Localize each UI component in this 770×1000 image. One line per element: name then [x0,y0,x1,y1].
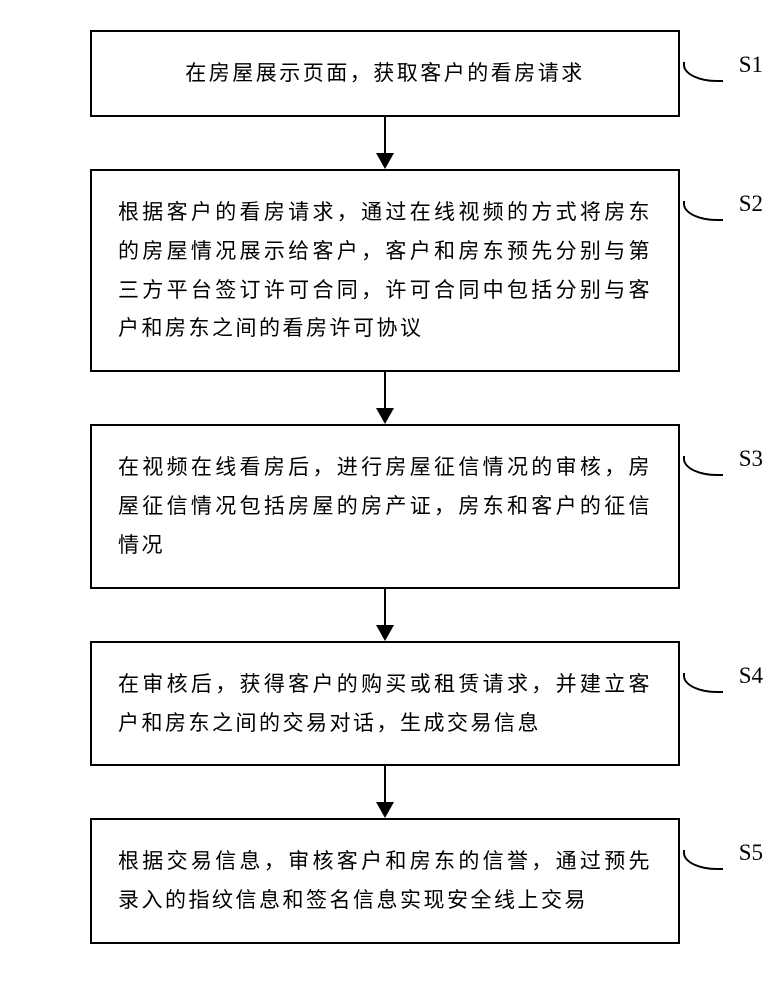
step-label: S3 [739,446,763,472]
step-label: S5 [739,840,763,866]
step-text: 在房屋展示页面，获取客户的看房请求 [185,54,585,93]
step-text: 在审核后，获得客户的购买或租赁请求，并建立客户和房东之间的交易对话，生成交易信息 [118,665,652,743]
step-text: 根据客户的看房请求，通过在线视频的方式将房东的房屋情况展示给客户，客户和房东预先… [118,193,652,348]
label-connector [683,62,723,82]
label-connector [683,673,723,693]
step-box-s5: 根据交易信息，审核客户和房东的信誉，通过预先录入的指纹信息和签名信息实现安全线上… [90,818,680,944]
step-box-s2: 根据客户的看房请求，通过在线视频的方式将房东的房屋情况展示给客户，客户和房东预先… [90,169,680,372]
step-label: S4 [739,663,763,689]
label-connector [683,456,723,476]
arrow-head-icon [376,802,394,818]
arrow [90,372,680,424]
flowchart: 在房屋展示页面，获取客户的看房请求 S1 根据客户的看房请求，通过在线视频的方式… [0,0,770,944]
arrow-line [384,117,386,155]
label-connector [683,201,723,221]
arrow [90,117,680,169]
step-label: S1 [739,52,763,78]
arrow [90,589,680,641]
arrow-head-icon [376,625,394,641]
arrow-head-icon [376,408,394,424]
arrow-line [384,589,386,627]
step-label: S2 [739,191,763,217]
step-box-s4: 在审核后，获得客户的购买或租赁请求，并建立客户和房东之间的交易对话，生成交易信息… [90,641,680,767]
step-box-s1: 在房屋展示页面，获取客户的看房请求 S1 [90,30,680,117]
arrow-line [384,372,386,410]
step-text: 在视频在线看房后，进行房屋征信情况的审核，房屋征信情况包括房屋的房产证，房东和客… [118,448,652,565]
step-text: 根据交易信息，审核客户和房东的信誉，通过预先录入的指纹信息和签名信息实现安全线上… [118,842,652,920]
arrow [90,766,680,818]
label-connector [683,850,723,870]
arrow-head-icon [376,153,394,169]
step-box-s3: 在视频在线看房后，进行房屋征信情况的审核，房屋征信情况包括房屋的房产证，房东和客… [90,424,680,589]
arrow-line [384,766,386,804]
